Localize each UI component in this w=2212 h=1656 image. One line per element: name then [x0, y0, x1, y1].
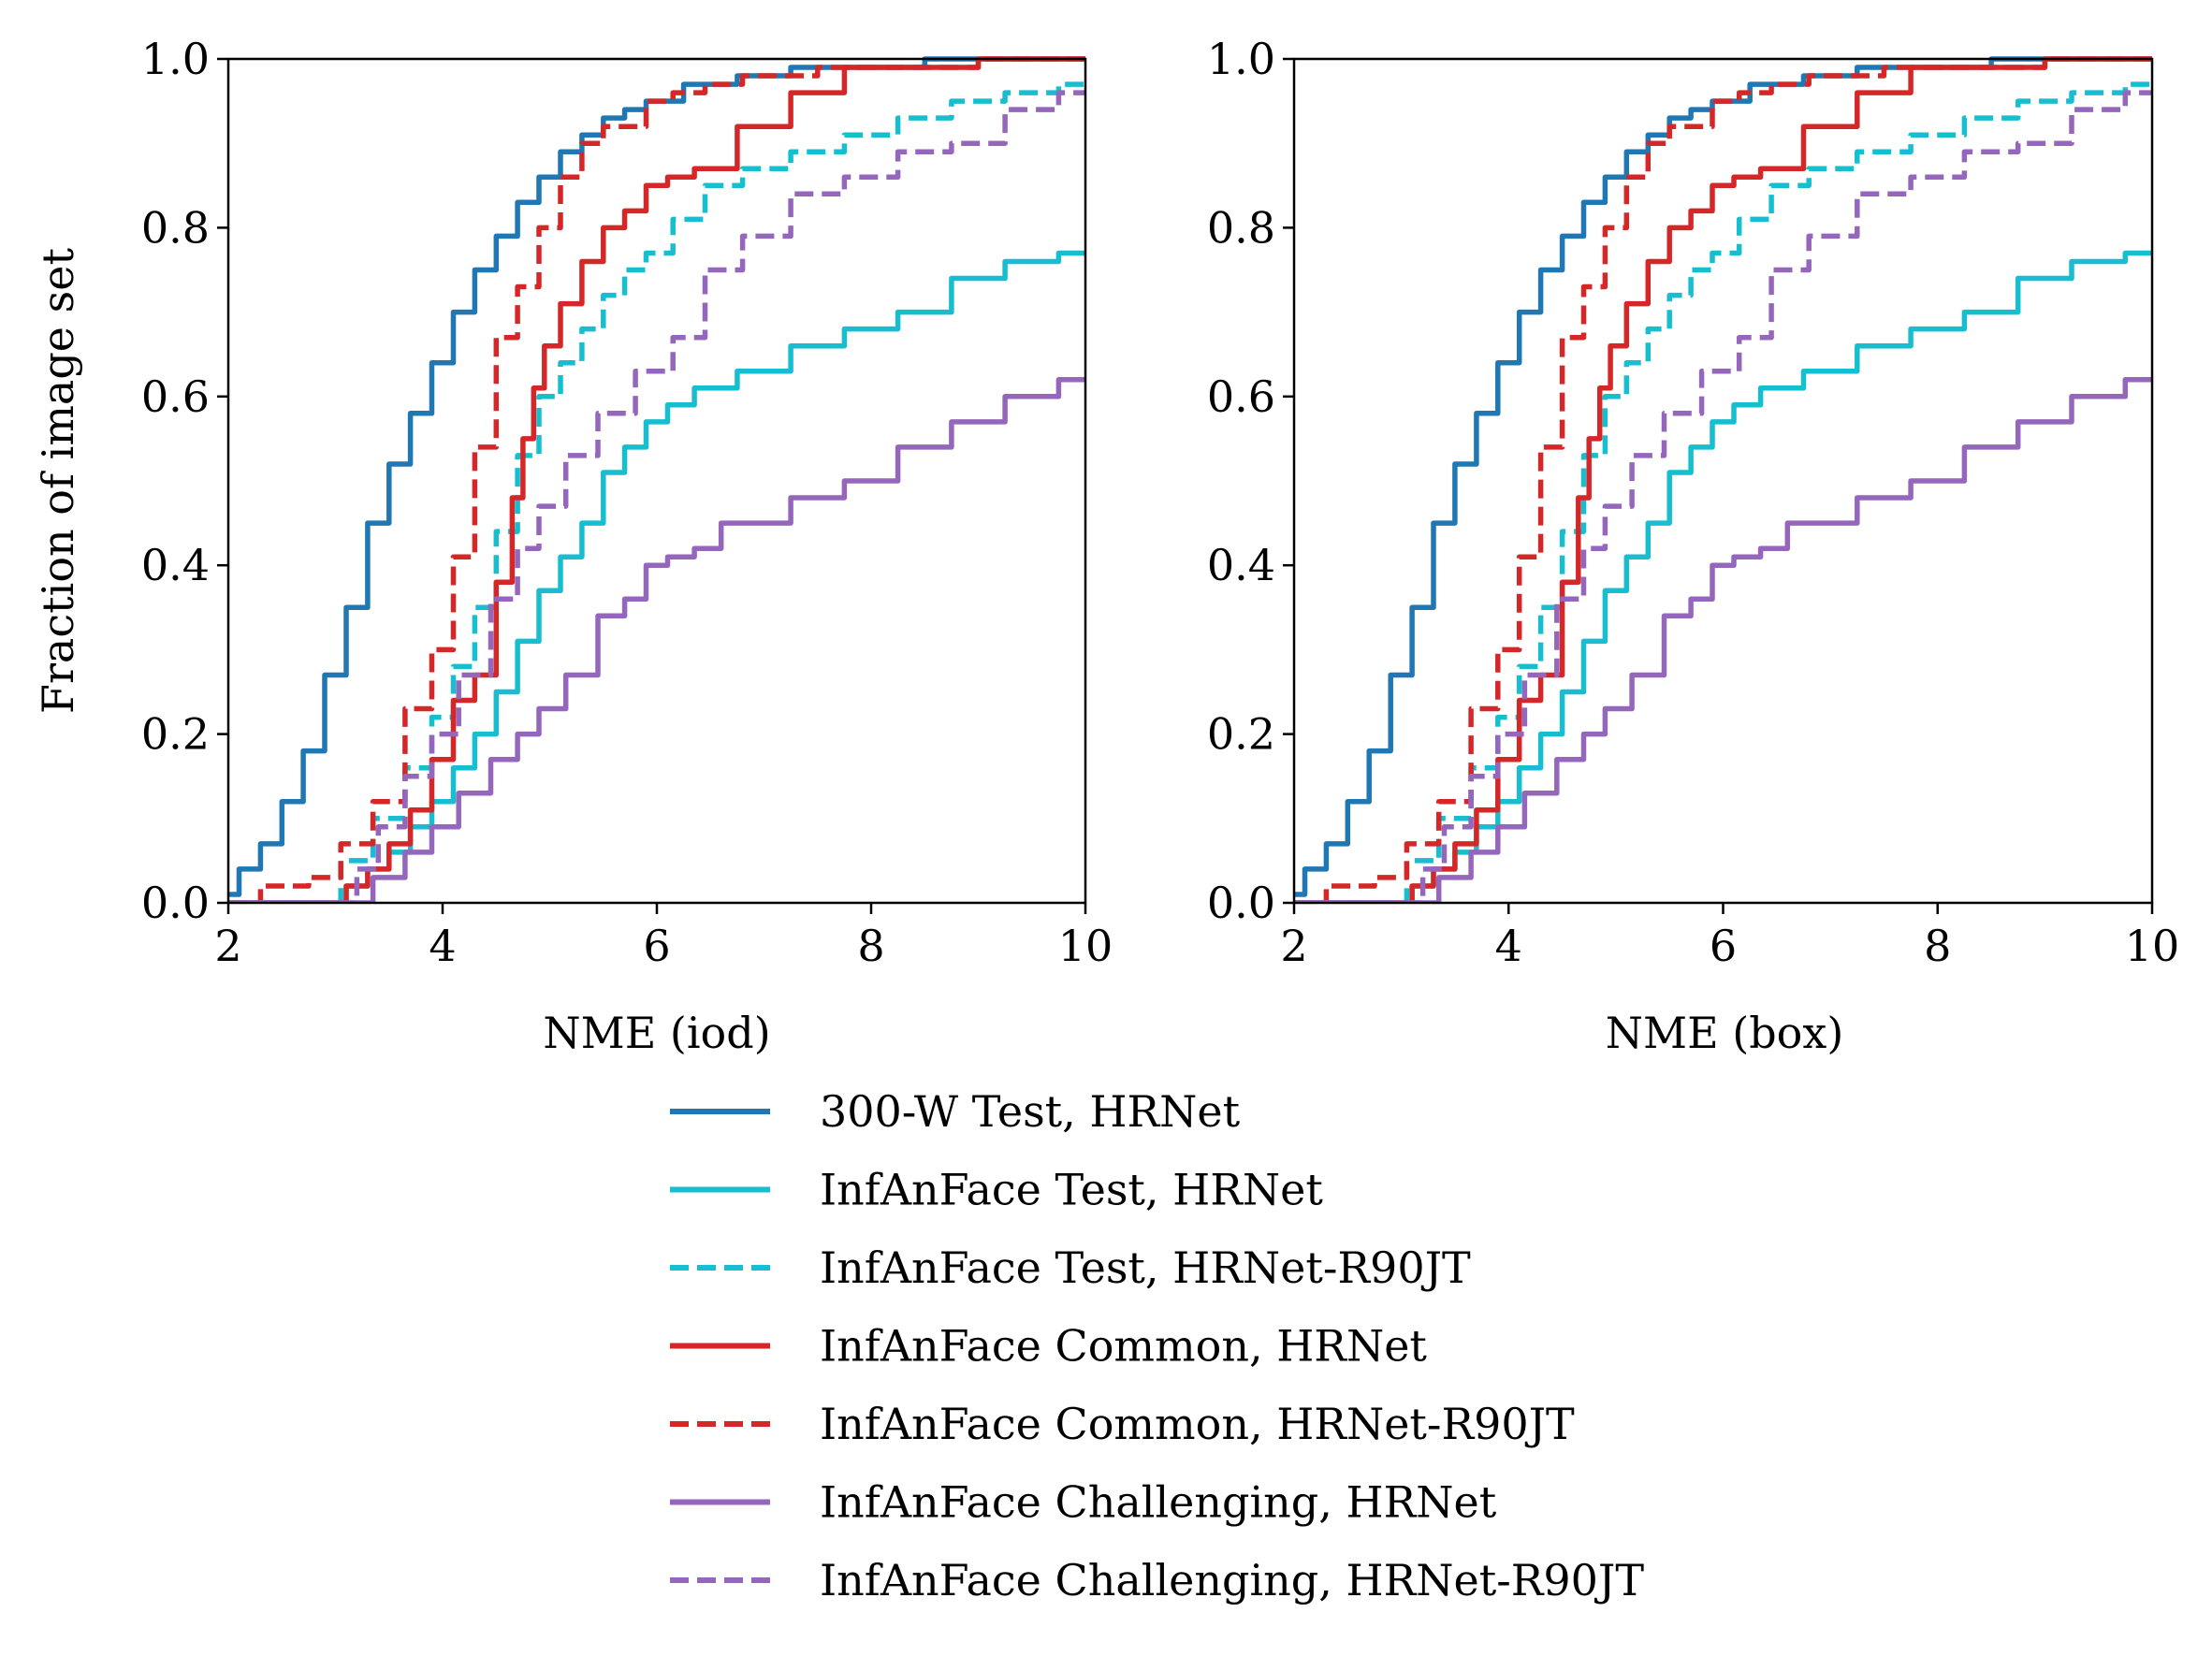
right-y-tick-label: 0.8 [1207, 202, 1275, 253]
right-y-ticks: 0.0 0.2 0.4 0.6 0.8 1.0 [1207, 34, 1294, 928]
right-series-line-5 [1294, 377, 2152, 903]
panel-left: 2 4 6 8 10 0.0 0.2 0.4 0.6 0.8 1.0 NME (iod) Frac… [33, 34, 1113, 1058]
right-x-axis-label: NME (box) [1606, 1008, 1844, 1058]
right-x-tick-label: 2 [1280, 921, 1307, 971]
left-y-tick-label: 0.4 [141, 540, 210, 590]
right-series-line-6 [1294, 90, 2152, 903]
left-x-tick-label: 6 [643, 921, 670, 971]
right-x-tick-label: 8 [1924, 921, 1951, 971]
legend: 300-W Test, HRNet InfAnFace Test, HRNet In… [670, 1086, 1644, 1605]
right-x-ticks: 2 4 6 8 10 [1280, 903, 2179, 971]
left-series-line-4 [228, 56, 1085, 903]
left-series-line-3 [228, 56, 1085, 903]
left-y-tick-label: 0.2 [141, 709, 210, 760]
legend-label-6: InfAnFace Challenging, HRNet-R90JT [820, 1555, 1644, 1605]
legend-label-1: InfAnFace Test, HRNet [820, 1165, 1323, 1215]
right-x-tick-label: 10 [2125, 921, 2180, 971]
left-x-axis-label: NME (iod) [543, 1008, 770, 1058]
right-series-line-4 [1294, 56, 2152, 903]
left-x-tick-label: 10 [1058, 921, 1113, 971]
right-x-tick-label: 4 [1495, 921, 1522, 971]
left-x-tick-label: 2 [214, 921, 241, 971]
right-y-tick-label: 0.4 [1207, 540, 1275, 590]
right-x-tick-label: 6 [1710, 921, 1737, 971]
right-y-tick-label: 1.0 [1207, 34, 1275, 84]
left-series-line-6 [228, 90, 1085, 903]
left-x-tick-label: 4 [429, 921, 456, 971]
left-y-tick-label: 0.8 [141, 202, 210, 253]
left-x-tick-label: 8 [857, 921, 884, 971]
left-series-line-5 [228, 377, 1085, 903]
left-y-tick-label: 0.6 [141, 371, 210, 422]
panel-right: 2 4 6 8 10 0.0 0.2 0.4 0.6 0.8 1.0 NME (box) [1207, 34, 2179, 1058]
right-y-tick-label: 0.0 [1207, 878, 1275, 928]
left-y-tick-label: 1.0 [141, 34, 210, 84]
legend-label-2: InfAnFace Test, HRNet-R90JT [820, 1242, 1471, 1293]
left-x-ticks: 2 4 6 8 10 [214, 903, 1113, 971]
right-plot-lines [1294, 56, 2152, 903]
legend-label-3: InfAnFace Common, HRNet [820, 1321, 1427, 1372]
right-y-tick-label: 0.2 [1207, 709, 1275, 760]
legend-label-0: 300-W Test, HRNet [820, 1086, 1241, 1137]
right-y-tick-label: 0.6 [1207, 371, 1275, 422]
right-series-line-3 [1294, 56, 2152, 903]
left-plot-lines [228, 56, 1085, 903]
left-y-axis-label: Fraction of image set [33, 248, 83, 714]
legend-label-4: InfAnFace Common, HRNet-R90JT [820, 1399, 1575, 1449]
legend-label-5: InfAnFace Challenging, HRNet [820, 1477, 1497, 1528]
left-y-tick-label: 0.0 [141, 878, 210, 928]
left-y-ticks: 0.0 0.2 0.4 0.6 0.8 1.0 [141, 34, 228, 928]
